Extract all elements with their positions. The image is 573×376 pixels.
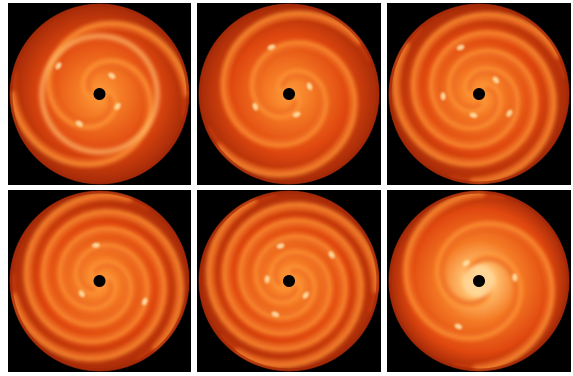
disk-edge: [198, 3, 380, 185]
spiral-arm: [12, 63, 149, 163]
gas-clump: [456, 44, 465, 51]
gas-clump: [440, 92, 446, 101]
spiral-arm: [414, 15, 568, 145]
gas-clump: [78, 290, 85, 298]
disk-panel-2: [197, 3, 381, 185]
spiral-arm: [407, 193, 519, 337]
gas-clump: [506, 109, 513, 117]
gas-clump: [252, 102, 259, 111]
gas-clump: [328, 251, 335, 259]
disk-panel-3: [387, 3, 571, 185]
gas-clump: [55, 62, 62, 70]
spiral-arm: [392, 41, 539, 167]
disk-edge: [198, 190, 380, 372]
gas-clump: [267, 44, 276, 51]
spiral-arm: [9, 226, 167, 362]
spiral-arm: [219, 221, 361, 365]
disk-edge: [9, 3, 190, 185]
spiral-arm: [9, 58, 154, 168]
gas-clump: [306, 82, 313, 91]
disk-image: [388, 190, 570, 372]
gas-clump: [454, 323, 463, 330]
gas-clump: [462, 259, 470, 267]
disk-image: [388, 3, 570, 185]
disk-edge: [9, 190, 190, 372]
spiral-arm: [435, 221, 555, 371]
central-hole: [93, 275, 106, 287]
gas-clump: [492, 76, 500, 84]
disk-panel-5: [197, 190, 381, 372]
spiral-arm: [50, 25, 187, 125]
gas-clump: [292, 111, 301, 118]
bright-ring: [39, 33, 160, 155]
central-hole: [283, 88, 295, 100]
spiral-arm: [44, 212, 180, 363]
disk-image: [9, 3, 190, 185]
disk-image: [198, 3, 380, 185]
disk-edge: [388, 190, 570, 372]
disk-edge: [388, 3, 570, 185]
spiral-arm: [439, 225, 551, 369]
spiral-arm: [429, 30, 557, 184]
gas-clump: [512, 273, 518, 282]
spiral-arm: [45, 20, 190, 130]
disk-panel-4: [8, 190, 191, 372]
disk-image: [9, 190, 190, 372]
spiral-arm: [41, 209, 184, 352]
gas-clump: [469, 112, 478, 119]
spiral-arm: [432, 34, 553, 182]
gas-clump: [114, 102, 121, 111]
spiral-arm: [215, 40, 358, 178]
central-hole: [93, 88, 106, 100]
spiral-arm: [403, 191, 523, 341]
gas-clump: [302, 291, 310, 299]
gas-clump: [108, 72, 116, 79]
disk-image: [198, 190, 380, 372]
spiral-arm: [224, 14, 373, 144]
gas-clump: [75, 120, 83, 127]
gas-clump: [276, 243, 285, 249]
spiral-arm: [395, 26, 535, 164]
gas-clump: [141, 297, 148, 306]
disk-panel-6: [387, 190, 571, 372]
spiral-arm: [410, 11, 562, 149]
spiral-arm: [205, 44, 354, 174]
spiral-arm: [27, 195, 151, 341]
gas-clump: [271, 311, 280, 318]
spiral-arm: [225, 205, 377, 333]
spiral-arm: [220, 10, 363, 148]
central-hole: [473, 275, 485, 287]
gas-clump: [264, 275, 270, 284]
central-hole: [473, 88, 485, 100]
spiral-arm: [10, 230, 163, 358]
central-hole: [283, 275, 295, 287]
gas-clump: [92, 242, 100, 248]
disk-panel-1: [8, 3, 191, 185]
